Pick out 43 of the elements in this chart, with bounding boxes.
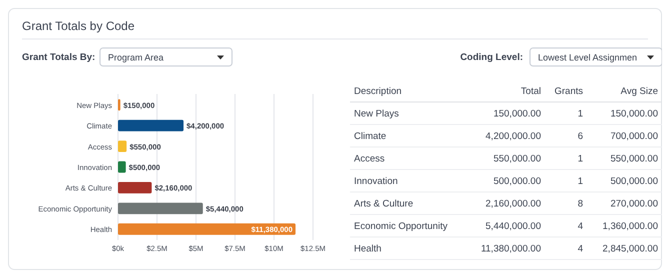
data-label: 270,000.00: [610, 198, 658, 210]
data-label: 4: [578, 244, 583, 254]
bar: [118, 140, 127, 152]
bar: [118, 223, 296, 235]
data-label: 1,360,000.00: [602, 221, 658, 232]
category-label: Arts & Culture: [354, 198, 414, 210]
data-label: 6: [578, 131, 583, 142]
bar: [118, 202, 203, 214]
bar: [118, 182, 152, 194]
data-label: 4: [578, 221, 583, 232]
bar: [118, 120, 184, 132]
text: Grant Totals By:: [22, 52, 96, 63]
data-label: 2,160,000.00: [486, 198, 541, 210]
text: Coding Level:: [460, 52, 523, 63]
data-label: 1: [578, 154, 583, 164]
data-label: 5,440,000.00: [486, 221, 541, 232]
text: Program Area: [108, 52, 164, 62]
text: Lowest Level Assignmen: [538, 52, 638, 62]
category-label: Health: [354, 244, 382, 254]
chart-title: Grant Totals by Code: [22, 19, 135, 33]
data-label: 8: [578, 198, 583, 210]
data-label: 700,000.00: [610, 131, 658, 142]
data-label: 150,000.00: [610, 108, 658, 120]
category-label: Economic Opportunity: [354, 221, 448, 232]
data-label: 2,845,000.00: [602, 244, 658, 254]
data-label: 550,000.00: [610, 154, 658, 164]
data-label: 4,200,000.00: [486, 131, 541, 142]
data-label: 1: [578, 108, 583, 120]
category-label: Innovation: [354, 176, 398, 187]
data-label: 500,000.00: [610, 176, 658, 187]
category-label: Access: [354, 154, 385, 164]
data-label: 150,000.00: [493, 108, 541, 120]
text: Description: [354, 86, 402, 97]
text: Avg Size: [620, 86, 658, 97]
data-label: 1: [578, 176, 583, 187]
text: Total: [520, 86, 541, 97]
data-label: 550,000.00: [493, 154, 541, 164]
category-label: New Plays: [354, 108, 400, 120]
data-label: 500,000.00: [493, 176, 541, 187]
bar: [118, 161, 126, 173]
text: Grants: [554, 86, 584, 97]
category-label: Climate: [354, 131, 386, 142]
data-label: 11,380,000.00: [480, 244, 541, 254]
